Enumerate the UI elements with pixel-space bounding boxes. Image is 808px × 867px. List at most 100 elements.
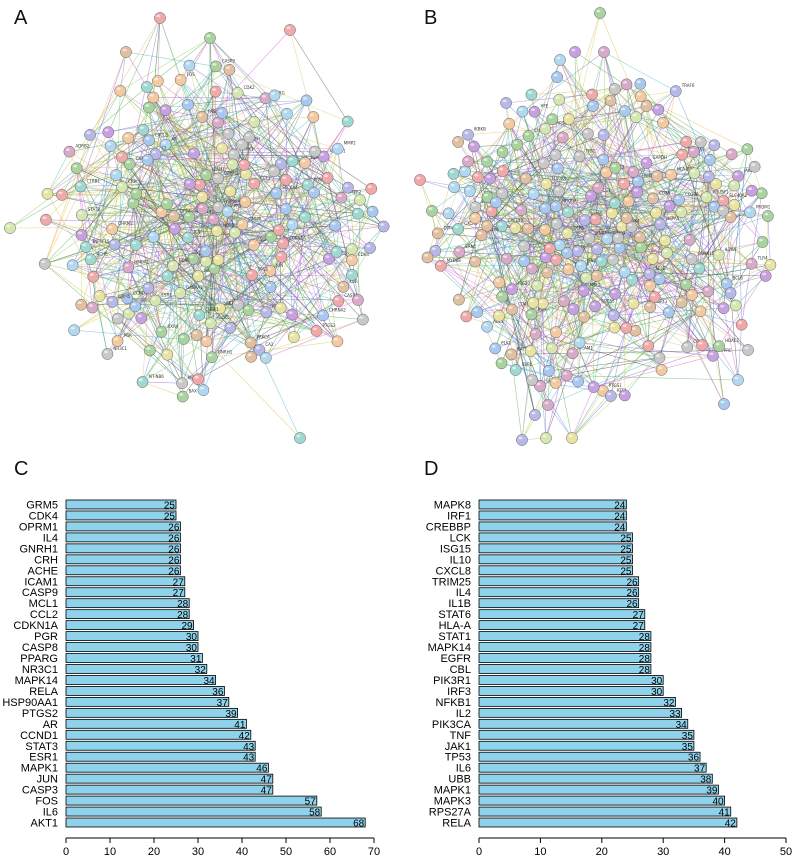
edge [660,183,717,225]
node-highlight [145,137,150,140]
node [426,205,438,217]
node-label: OPRM1 [224,170,239,175]
node [111,312,124,325]
node-highlight [248,271,253,275]
node [506,283,518,296]
category-label: CDKN1A [13,620,58,632]
node [147,231,160,243]
node [618,389,631,402]
edge [515,128,546,371]
value-label: 43 [243,753,255,764]
edge [431,128,546,212]
node-highlight [646,282,651,286]
node [522,222,534,235]
edge [453,186,538,286]
category-label: STAT1 [438,631,471,643]
node-highlight [637,92,642,96]
node-highlight [705,173,710,176]
node-highlight [645,270,650,274]
value-label: 41 [234,720,246,731]
edge [605,117,637,173]
node-highlight [656,220,661,224]
node [197,384,210,396]
edge [474,229,546,262]
node [277,237,289,250]
node [493,309,505,322]
edge [571,390,604,439]
edge [280,163,384,227]
node-highlight [611,85,616,89]
edge [596,275,688,348]
node-highlight [367,185,372,189]
edge [477,300,564,313]
node-highlight [628,223,633,227]
bar [478,718,689,729]
edge [631,226,736,306]
node [86,301,99,314]
category-label: HLA-A [439,620,472,632]
node-highlight [661,237,666,240]
edge [213,91,216,220]
node [247,239,260,251]
edge [515,227,727,284]
node-highlight [642,102,647,106]
bar [65,762,269,773]
node-highlight [542,180,547,184]
node-highlight [234,301,239,305]
node-highlight [746,209,751,212]
node-highlight [565,115,570,119]
value-label: 30 [651,687,663,698]
node-label: PTGS2 [323,323,336,328]
category-label: IRF1 [447,510,471,522]
node-highlight [678,151,683,154]
node [248,116,261,128]
node-highlight [112,171,117,175]
edge [708,212,751,292]
node [68,324,81,337]
node [503,117,516,130]
node-highlight [266,267,271,271]
edge [712,206,715,356]
node [578,310,590,323]
node-highlight [688,255,693,259]
edge [278,229,364,320]
node-highlight [231,229,236,232]
node [685,289,698,301]
node [618,177,630,190]
edge [205,208,286,252]
node [345,243,358,256]
value-label: 39 [225,709,237,720]
node [205,351,218,364]
node-highlight [576,339,581,342]
node [453,293,465,306]
node [627,165,640,178]
node-highlight [310,189,315,192]
node [115,151,128,163]
node-highlight [185,213,190,217]
edge [457,141,503,194]
category-label: CXCL8 [436,565,471,577]
category-label: PIK3CA [432,719,472,731]
node [161,270,174,283]
category-label: EGFR [440,653,471,665]
node-highlight [552,151,557,155]
node [212,172,224,185]
node-highlight [283,110,288,114]
edge [44,263,168,355]
value-label: 27 [633,610,645,621]
node-label: CIITA [535,128,545,133]
edge [531,314,615,328]
node [469,201,482,213]
edge [628,201,727,284]
node-highlight [277,253,282,257]
node-highlight [65,148,70,151]
node [462,128,474,141]
node-highlight [474,173,479,177]
edge [119,51,127,91]
edge [143,129,175,229]
node [676,148,689,161]
node-highlight [241,198,246,202]
node [589,213,602,226]
node-label: AKT1 [226,300,236,305]
node-highlight [508,306,513,309]
